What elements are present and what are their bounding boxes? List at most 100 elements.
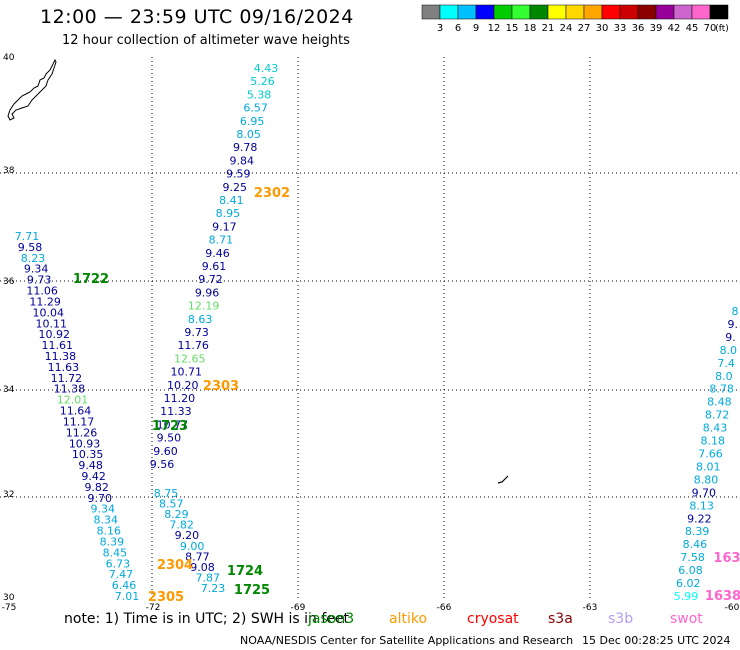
track-1722-value: 8.45	[103, 546, 128, 559]
track-1722-value: 8.23	[21, 252, 46, 265]
track-2302-value: 11.20	[164, 392, 196, 405]
track-1722-value: 11.38	[54, 383, 86, 396]
colorbar-label: 6	[455, 23, 461, 34]
lat-label: 32	[3, 490, 14, 500]
track-2303-value: 9.00	[180, 540, 205, 553]
pass-label: 1725	[234, 583, 270, 598]
track-2302-value: 9.78	[233, 141, 258, 154]
colorbar-label: 36	[632, 23, 645, 34]
track-2303-value: 7.23	[201, 582, 226, 595]
track-2302-value: 10.20	[167, 379, 199, 392]
pass-label: 1723	[152, 419, 188, 434]
track-2302-value: 11.33	[160, 405, 192, 418]
colorbar-label: 21	[542, 23, 555, 34]
track-1722-value: 7.47	[109, 568, 134, 581]
track-1722-value: 11.06	[26, 285, 58, 298]
colorbar-label: 24	[560, 23, 573, 34]
colorbar-label: 30	[596, 23, 609, 34]
track-1722-value: 9.73	[27, 274, 52, 287]
pass-label: 1724	[227, 564, 263, 579]
track-1722-value: 11.38	[45, 350, 77, 363]
coastline-bermuda	[497, 475, 509, 484]
track-east-value: 5.99	[674, 590, 699, 603]
track-1722-value: 9.58	[18, 241, 43, 254]
track-east-value: 8.39	[685, 525, 710, 538]
note-text: note: 1) Time is in UTC; 2) SWH is in fe…	[64, 611, 350, 627]
track-east-value: 8.72	[705, 409, 730, 422]
track-1722-value: 8.34	[94, 514, 119, 527]
track-1722-value: 11.64	[60, 405, 92, 418]
track-2302-value: 10.77	[157, 418, 189, 431]
track-east-value: 8.48	[707, 396, 732, 409]
track-2303-value: 9.20	[175, 529, 200, 542]
track-east-value: 8.80	[694, 473, 719, 486]
track-1722-value: 6.46	[112, 579, 137, 592]
colorbar-label: 15	[506, 23, 519, 34]
track-2302-value: 11.76	[177, 339, 209, 352]
track-east-value: 8.46	[683, 538, 708, 551]
coastline	[7, 58, 509, 484]
altimeter-tracks: 4.435.265.386.576.958.059.789.849.599.25…	[15, 62, 739, 603]
track-2303-value: 7.87	[196, 571, 221, 584]
track-east-value: 8.78	[709, 383, 734, 396]
track-2302-value: 9.60	[153, 445, 178, 458]
track-2303-value: 9.08	[190, 561, 215, 574]
lon-label: -66	[437, 603, 452, 613]
legend-cryosat: cryosat	[467, 611, 519, 627]
track-1722-value: 9.34	[91, 503, 116, 516]
track-1722-value: 12.01	[57, 394, 89, 407]
track-east-value: 8.18	[700, 435, 725, 448]
track-1722-value: 9.34	[24, 263, 49, 276]
track-1722-value: 10.35	[72, 448, 104, 461]
track-east-value: 8.0	[715, 370, 733, 383]
pass-label: 2302	[254, 186, 290, 201]
track-east-value: 8.43	[703, 422, 728, 435]
map-title: 12:00 — 23:59 UTC 09/16/2024	[40, 6, 354, 28]
track-1722-value: 11.72	[51, 372, 83, 385]
track-2303-value: 7.82	[169, 519, 194, 532]
track-2302-value: 6.57	[243, 102, 268, 115]
lon-label: -60	[725, 603, 740, 613]
track-2303-value: 8.57	[159, 498, 184, 511]
track-1722-value: 10.04	[32, 306, 64, 319]
track-2302-value: 9.25	[223, 181, 248, 194]
track-1722-value: 11.61	[42, 339, 74, 352]
track-2302-value: 9.46	[205, 247, 230, 260]
track-2302-value: 8.71	[209, 234, 234, 247]
lat-label: 38	[3, 166, 15, 176]
track-2302-value: 8.63	[188, 313, 213, 326]
track-2303-value: 8.29	[164, 508, 189, 521]
track-east-value: 7.4	[717, 357, 735, 370]
pass-labels: 2302 1722 2303 1723 2304 1724 1725 2305 163 1638	[73, 186, 740, 605]
track-east-value: 9.	[725, 331, 736, 344]
track-2302-value: 9.96	[195, 286, 220, 299]
track-1722-value: 10.92	[39, 328, 71, 341]
track-2302-value: 10.71	[171, 366, 203, 379]
track-1722-value: 10.93	[69, 437, 101, 450]
colorbar-label: 27	[578, 23, 591, 34]
pass-label: 2303	[203, 379, 239, 394]
axis-labels: 40 38 36 34 32 30-75 -72 -69 -66 -63 -60	[2, 53, 740, 613]
legend-altika: altiko	[389, 611, 428, 627]
track-2302-value: 8.41	[219, 194, 244, 207]
colorbar-label: 42	[668, 23, 681, 34]
track-east-value: 8.01	[696, 460, 721, 473]
track-east-value: 8	[732, 305, 739, 318]
track-1722-value: 8.16	[97, 525, 122, 538]
track-1722-value: 9.48	[78, 459, 103, 472]
colorbar-label: 45	[686, 23, 699, 34]
track-1722-value: 8.39	[100, 535, 125, 548]
lat-label: 30	[3, 593, 15, 603]
track-east-value: 7.66	[698, 448, 723, 461]
colorbar-label: 18	[524, 23, 537, 34]
track-east-value: 9.22	[687, 512, 712, 525]
track-2302-value: 9.17	[212, 220, 237, 233]
legend-jason: jason3	[308, 611, 355, 627]
lon-label: -72	[146, 603, 161, 613]
track-east-value: 9.	[728, 318, 739, 331]
track-2302-value: 9.84	[229, 154, 254, 167]
lon-label: -75	[2, 603, 17, 613]
track-1722-value: 11.29	[29, 295, 61, 308]
track-1722-value: 10.11	[35, 317, 67, 330]
